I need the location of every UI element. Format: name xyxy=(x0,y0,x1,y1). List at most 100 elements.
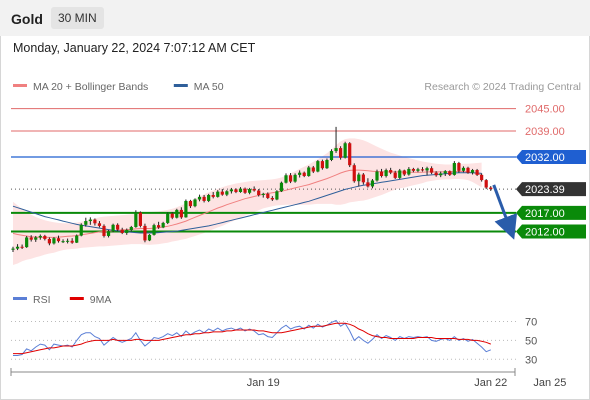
asset-title: Gold xyxy=(11,11,43,27)
candle-body xyxy=(379,171,384,177)
candle xyxy=(420,167,425,172)
candle xyxy=(120,227,124,235)
ma50-line xyxy=(12,172,482,234)
candle xyxy=(361,173,365,185)
candle-body xyxy=(66,240,70,242)
candle xyxy=(384,168,388,178)
candle-body xyxy=(320,161,324,169)
pivot-level-tag xyxy=(516,150,586,165)
candle-body xyxy=(47,238,51,244)
candle-body xyxy=(402,170,406,175)
candle-body xyxy=(393,172,397,178)
candle xyxy=(97,221,102,228)
candle-body xyxy=(38,235,42,238)
candle-body xyxy=(352,165,356,182)
candle xyxy=(38,234,42,240)
candle-body xyxy=(457,162,461,171)
candle xyxy=(320,159,324,170)
candle-body xyxy=(284,175,288,183)
candle-body xyxy=(29,237,33,240)
candle-body xyxy=(439,173,443,176)
legend-label: 9MA xyxy=(90,294,112,306)
candle-body xyxy=(52,238,56,244)
candle-body xyxy=(43,235,47,239)
candle-body xyxy=(325,160,329,169)
candle xyxy=(439,171,443,178)
candle xyxy=(47,237,51,246)
candle xyxy=(411,167,415,173)
candle xyxy=(243,187,247,194)
candle xyxy=(15,244,20,251)
candle xyxy=(207,193,211,203)
candle-body xyxy=(175,209,179,218)
candle-body xyxy=(448,171,452,175)
candle xyxy=(179,207,183,219)
candle-body xyxy=(466,167,470,173)
candle xyxy=(184,199,188,218)
candle-body xyxy=(375,171,379,181)
candle-body xyxy=(270,197,274,200)
candle xyxy=(334,126,338,153)
candle xyxy=(379,168,384,178)
candle-body xyxy=(302,172,306,177)
candle xyxy=(138,211,142,228)
candle xyxy=(152,223,156,236)
candle xyxy=(466,166,470,174)
candle xyxy=(293,173,297,183)
candle-body xyxy=(288,175,293,182)
candle-body xyxy=(61,241,65,243)
candle-body xyxy=(316,161,320,172)
legend-label: RSI xyxy=(33,294,51,306)
candle-body xyxy=(261,193,265,195)
candle xyxy=(129,225,133,232)
candle-body xyxy=(484,180,488,188)
candle xyxy=(25,235,29,248)
candle-body xyxy=(79,224,83,236)
candle xyxy=(75,234,79,244)
candle xyxy=(56,235,61,243)
candle xyxy=(106,230,111,238)
candle xyxy=(29,235,33,242)
rsi-tick-label: 70 xyxy=(525,316,537,328)
candle-body xyxy=(84,221,88,225)
candle xyxy=(252,186,256,192)
candle xyxy=(416,167,420,173)
candle xyxy=(325,158,329,169)
candle xyxy=(279,181,284,193)
candle xyxy=(434,171,438,177)
candle-body xyxy=(197,196,202,200)
candle xyxy=(461,166,466,173)
candle-body xyxy=(179,209,183,218)
datetime-label: Monday, January 22, 2024 7:07:12 AM CET xyxy=(13,41,256,55)
candle xyxy=(375,169,379,182)
candle xyxy=(88,217,92,225)
legend-swatch xyxy=(173,84,188,87)
timeframe-badge[interactable]: 30 MIN xyxy=(51,7,104,29)
candle-body xyxy=(370,180,375,187)
candle-body xyxy=(220,191,224,195)
last-level-label: 2023.39 xyxy=(525,184,565,196)
candle xyxy=(102,224,106,238)
candle-body xyxy=(298,172,302,175)
candle xyxy=(475,168,479,177)
candle xyxy=(84,217,88,227)
candle-body xyxy=(416,169,420,171)
resistance-level-label: 2045.00 xyxy=(525,104,565,116)
candle-body xyxy=(147,234,152,241)
candle xyxy=(470,168,475,175)
candle-body xyxy=(366,182,370,187)
candle-body xyxy=(111,224,115,232)
candle xyxy=(161,221,165,229)
candle xyxy=(398,168,402,179)
candle-body xyxy=(88,219,92,222)
candle xyxy=(307,165,311,177)
forecast-arrow xyxy=(492,184,518,240)
candle-body xyxy=(252,189,256,191)
candle xyxy=(202,195,206,203)
candle-body xyxy=(243,188,247,193)
candle-body xyxy=(279,182,284,192)
candle-body xyxy=(257,190,261,195)
candle xyxy=(284,173,288,184)
candle-body xyxy=(452,162,456,175)
candle-body xyxy=(34,237,38,240)
